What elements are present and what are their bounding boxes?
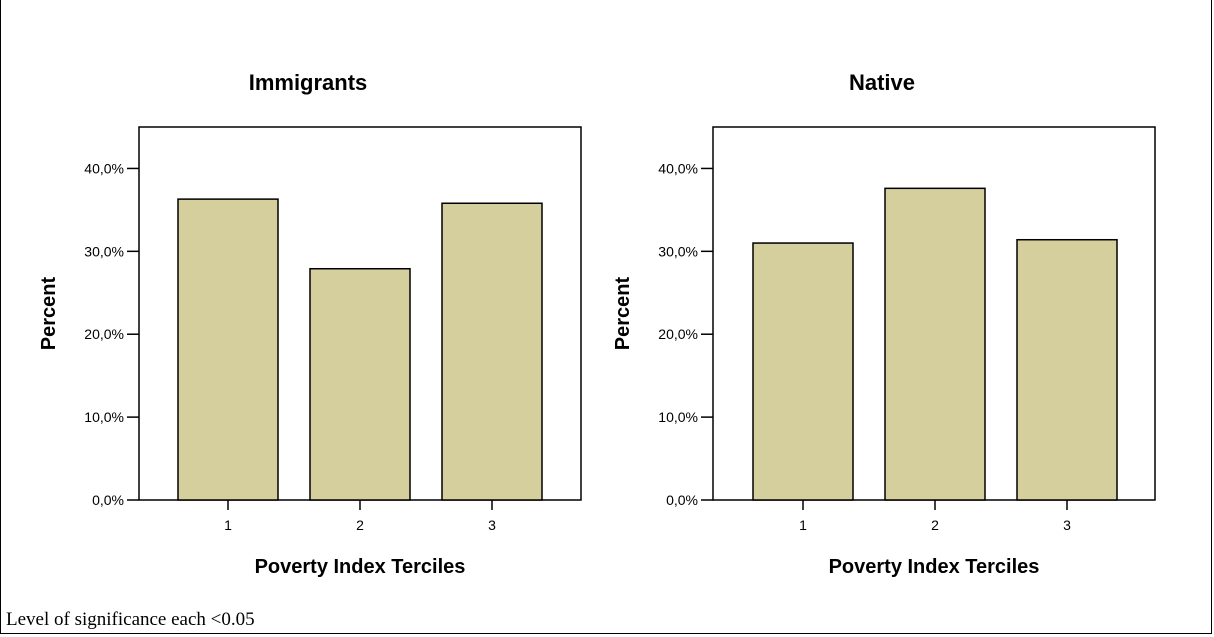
x-tick-label: 3 [488, 517, 496, 533]
y-tick-label: 40,0% [84, 160, 124, 176]
bar-3 [1016, 238, 1118, 501]
bar-3 [441, 202, 543, 501]
y-axis-label: Percent [38, 276, 60, 350]
bar-2 [309, 267, 411, 501]
bar-2 [884, 187, 986, 501]
x-tick-label: 1 [799, 517, 807, 533]
x-tick-label: 3 [1063, 517, 1071, 533]
y-tick-label: 30,0% [658, 243, 698, 259]
x-tick-label: 1 [224, 517, 232, 533]
y-tick-label: 40,0% [658, 160, 698, 176]
y-axis-label: Percent [612, 276, 634, 350]
y-tick-label: 0,0% [92, 492, 124, 508]
bar-1 [177, 198, 279, 501]
chart-title: Immigrants [249, 70, 368, 95]
x-tick-label: 2 [931, 517, 939, 533]
y-tick-label: 20,0% [658, 326, 698, 342]
y-tick-label: 0,0% [666, 492, 698, 508]
y-tick-label: 20,0% [84, 326, 124, 342]
x-axis-label: Poverty Index Terciles [255, 556, 466, 578]
chart-panel-1: Immigrants 0,0% 10,0% 20,0% 30,0% 40,0% 1 2 3 Pov… [38, 70, 582, 578]
chart-panel-2: Native 0,0% 10,0% 20,0% 30,0% 40,0% 1 2 3 Poverty… [612, 70, 1156, 578]
x-axis-label: Poverty Index Terciles [829, 556, 1040, 578]
chart-title: Native [849, 70, 915, 95]
significance-note: Level of significance each <0.05 [6, 609, 255, 630]
y-tick-label: 30,0% [84, 243, 124, 259]
x-tick-label: 2 [356, 517, 364, 533]
y-tick-label: 10,0% [658, 409, 698, 425]
y-tick-label: 10,0% [84, 409, 124, 425]
bar-1 [752, 242, 854, 501]
